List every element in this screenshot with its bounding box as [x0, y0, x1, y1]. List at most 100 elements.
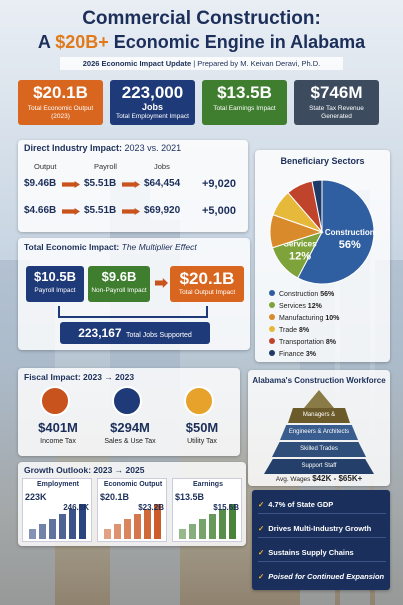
direct-title: Direct Industry Impact: 2023 vs. 2021 — [24, 143, 181, 153]
legend-swatch — [269, 326, 275, 332]
bracket — [58, 306, 208, 318]
total-subtitle: The Multiplier Effect — [121, 242, 197, 252]
growth-bar — [229, 504, 236, 539]
level-label: Engineers & Architects — [288, 429, 350, 435]
direct-title-main: Direct Industry Impact: — [24, 143, 123, 153]
fiscal-panel: Fiscal Impact: 2023 → 2023 $401M Income Ta… — [18, 368, 240, 456]
kpi-card: $20.1B Total Economic Output (2023) — [18, 80, 103, 125]
jobs-box: 223,167 Total Jobs Supported — [60, 322, 210, 344]
growth-chart-title: Employment — [36, 481, 79, 488]
pyramid-level: Support Staff — [264, 459, 374, 474]
legend-name: Transportation — [279, 339, 324, 346]
subtitle-end: Economic Engine in Alabama — [113, 32, 366, 52]
growth-bar — [49, 519, 56, 539]
legend-entry: Transportation 8% — [269, 338, 336, 346]
check-icon: ✓ — [258, 572, 265, 581]
level-label: Support Staff — [301, 463, 337, 469]
kpi-value: 223,000 — [121, 83, 184, 102]
legend-value: 8% — [298, 327, 310, 334]
column-header: Jobs — [154, 162, 170, 171]
growth-bar — [39, 524, 46, 539]
check-icon: ✓ — [258, 500, 265, 509]
total-panel: Total Economic Impact: The Multiplier Ef… — [18, 238, 250, 350]
fiscal-icon — [112, 386, 142, 416]
growth-bar — [219, 509, 226, 539]
fiscal-label: Sales & Use Tax — [104, 438, 156, 445]
author: Prepared by M. Keivan Deravi, Ph.D. — [197, 59, 321, 68]
highlight-text: Sustains Supply Chains — [268, 548, 354, 557]
impact-value: $10.5B — [34, 269, 76, 284]
highlight-text: Poised for Continued Expansion — [268, 572, 385, 581]
legend-value: 8% — [325, 339, 336, 346]
growth-start: $20.1B — [100, 492, 130, 502]
growth-end: 246.8K — [63, 503, 89, 512]
growth-chart-title: Economic Output — [103, 481, 163, 488]
highlight-text: 4.7% of State GDP — [268, 500, 334, 509]
impact-value: $9.6B — [101, 269, 137, 284]
growth-bar — [134, 514, 141, 539]
wages-label: Avg. Wages — [275, 476, 311, 483]
growth-start: 223K — [25, 492, 47, 502]
fiscal-icon — [184, 386, 214, 416]
growth-bar — [79, 504, 86, 539]
workforce-panel: Alabama's Construction Workforce Managers… — [248, 370, 390, 486]
direct-panel panel: Direct Industry Impact: 2023 vs. 2021 Out… — [18, 140, 248, 232]
arrow — [62, 208, 80, 215]
growth-bar — [69, 509, 76, 539]
arrow — [122, 208, 140, 215]
subtitle-highlight: $20B+ — [55, 32, 109, 52]
kpi-card: $13.5B Total Earnings Impact — [202, 80, 287, 125]
highlight: ✓ Drives Multi-Industry Growth — [258, 520, 386, 538]
legend-value: 56% — [320, 291, 335, 298]
kpi-value: $746M — [310, 83, 363, 102]
pie-title: Beneficiary Sectors — [280, 156, 365, 166]
legend-swatch — [269, 338, 275, 344]
impact-box: $10.5B Payroll Impact — [26, 266, 84, 302]
kpi-label: Total Employment Impact — [116, 113, 189, 120]
column-header: Output — [34, 162, 57, 171]
growth-chart-title: Earnings — [193, 481, 223, 488]
column-header: Payroll — [94, 162, 117, 171]
slice-value: 56% — [339, 239, 361, 251]
fiscal-label: Income Tax — [40, 438, 76, 445]
growth-bar — [189, 524, 196, 539]
kpi-label: Total Earnings Impact — [213, 105, 276, 112]
growth-end: $15.6B — [213, 503, 239, 512]
direct-cell: $9.46B — [24, 178, 57, 189]
total-title: Total Economic Impact: The Multiplier Ef… — [24, 242, 197, 252]
slice-label: Services — [284, 239, 317, 248]
growth-bar — [124, 519, 131, 539]
growth-chart: Earnings $13.5B $15.6B — [172, 478, 242, 542]
impact-label: Non-Payroll Impact — [91, 287, 147, 294]
legend-entry: Trade 8% — [269, 326, 309, 334]
kpi-card: $746M State Tax Revenue Generated — [294, 80, 379, 125]
impact-box: $20.1B Total Output Impact — [170, 266, 244, 302]
arrow — [62, 181, 80, 188]
level-label: Skilled Trades — [300, 446, 338, 452]
kpi-value: $13.5B — [217, 83, 272, 102]
byline: 2026 Economic Impact Update | Prepared b… — [60, 57, 343, 70]
slice-label: Construction — [325, 228, 375, 237]
total-title-main: Total Economic Impact: — [24, 242, 120, 252]
growth-bar — [179, 529, 186, 539]
direct-cell: $69,920 — [144, 205, 181, 216]
growth-end: $23.2B — [138, 503, 164, 512]
legend-name: Manufacturing — [279, 315, 324, 322]
update: 2026 Economic Impact Update — [82, 59, 192, 68]
legend-swatch — [269, 314, 275, 320]
legend-value: 12% — [307, 303, 322, 310]
title: Commercial Construction: — [82, 8, 321, 29]
growth-panel: Growth Outlook: 2023 → 2025 Employment 223… — [18, 462, 246, 546]
pyramid-level: Skilled Trades — [272, 442, 366, 457]
growth-chart: Economic Output $20.1B $23.2B — [97, 478, 167, 542]
pie: Construction 56% Services 12% — [269, 179, 375, 285]
legend-name: Trade — [279, 327, 298, 334]
kpi-value: $20.1B — [33, 83, 88, 102]
fiscal-value: $294M — [110, 420, 150, 435]
highlight: ✓ Sustains Supply Chains — [258, 544, 386, 562]
direct-cell: $64,454 — [144, 178, 181, 189]
legend-name: Services — [279, 303, 306, 310]
growth-bar — [209, 514, 216, 539]
growth-chart: Employment 223K 246.8K — [22, 478, 92, 542]
